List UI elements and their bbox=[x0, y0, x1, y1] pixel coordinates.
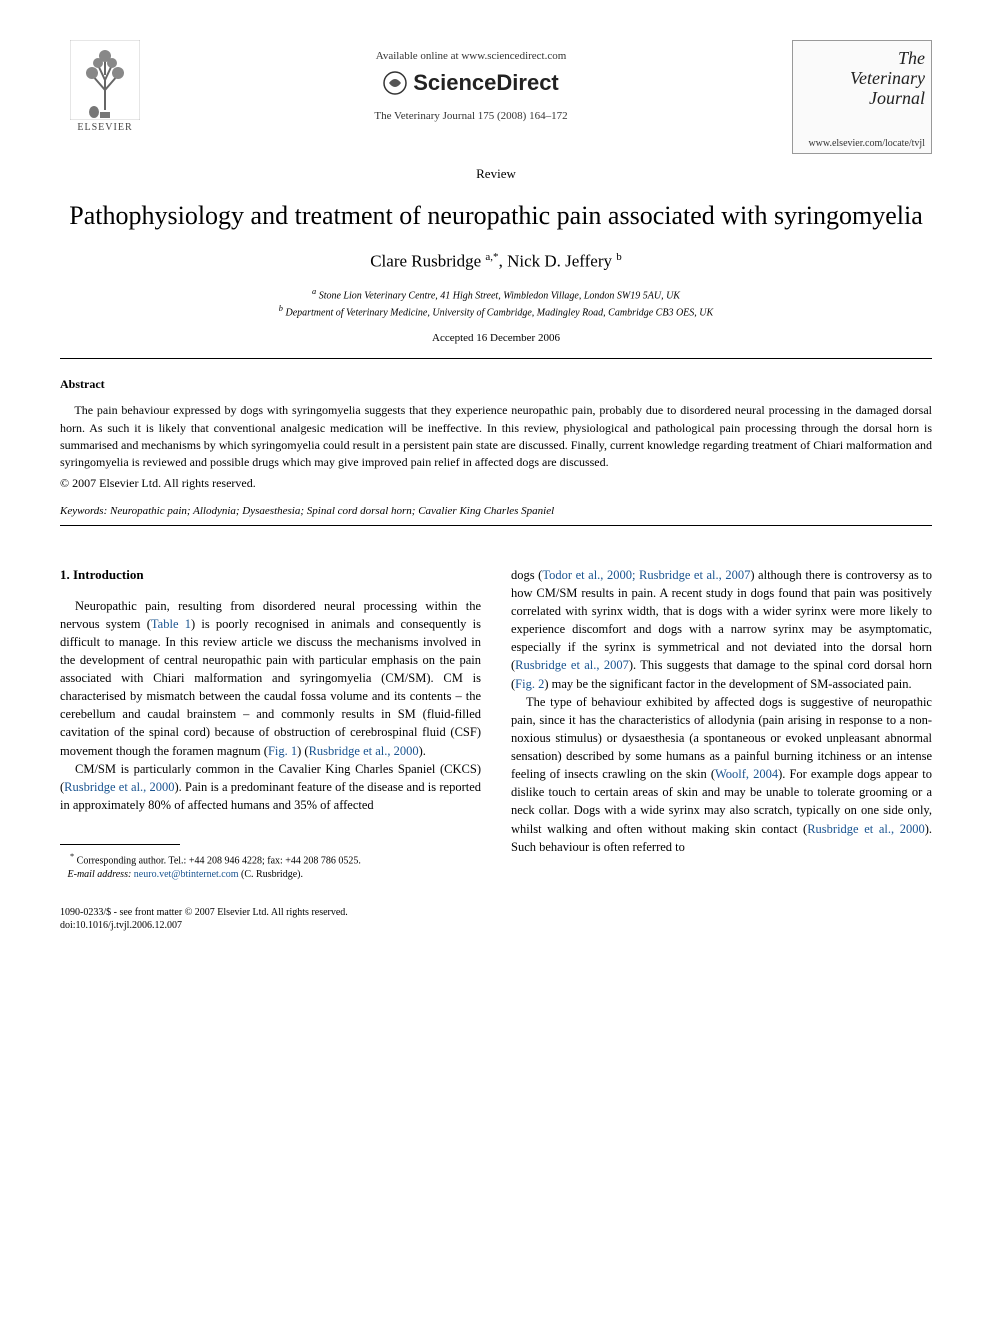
intro-paragraph-1: Neuropathic pain, resulting from disorde… bbox=[60, 597, 481, 760]
available-online-text: Available online at www.sciencedirect.co… bbox=[376, 50, 567, 62]
citation-table1[interactable]: Table 1 bbox=[151, 617, 191, 631]
article-type: Review bbox=[60, 166, 932, 182]
abstract-copyright: © 2007 Elsevier Ltd. All rights reserved… bbox=[60, 476, 932, 491]
sciencedirect-text: ScienceDirect bbox=[413, 70, 559, 96]
citation-woolf2004[interactable]: Woolf, 2004 bbox=[715, 767, 778, 781]
accepted-date: Accepted 16 December 2006 bbox=[60, 332, 932, 344]
sciencedirect-icon bbox=[383, 71, 407, 95]
elsevier-tree-logo bbox=[70, 40, 140, 120]
corresponding-author-footnote: * Corresponding author. Tel.: +44 208 94… bbox=[60, 851, 481, 882]
column-right: dogs (Todor et al., 2000; Rusbridge et a… bbox=[511, 566, 932, 883]
citation-fig1[interactable]: Fig. 1 bbox=[268, 744, 297, 758]
footer-metadata: 1090-0233/$ - see front matter © 2007 El… bbox=[60, 906, 932, 932]
affiliation-a: a Stone Lion Veterinary Centre, 41 High … bbox=[60, 286, 932, 303]
journal-title-line2: Veterinary Journal bbox=[850, 68, 925, 108]
elsevier-publisher-block: ELSEVIER bbox=[60, 40, 150, 133]
abstract-text: The pain behaviour expressed by dogs wit… bbox=[60, 402, 932, 472]
header: ELSEVIER Available online at www.science… bbox=[60, 40, 932, 154]
journal-title-line1: The bbox=[898, 48, 925, 68]
citation-fig2[interactable]: Fig. 2 bbox=[515, 677, 544, 691]
footnote-separator bbox=[60, 844, 180, 845]
journal-cover-block: The Veterinary Journal www.elsevier.com/… bbox=[792, 40, 932, 154]
author-email[interactable]: neuro.vet@btinternet.com bbox=[131, 869, 238, 880]
citation-rusbridge2007[interactable]: Rusbridge et al., 2007 bbox=[515, 658, 629, 672]
intro-paragraph-3: The type of behaviour exhibited by affec… bbox=[511, 693, 932, 856]
front-matter-line: 1090-0233/$ - see front matter © 2007 El… bbox=[60, 906, 932, 919]
journal-website: www.elsevier.com/locate/tvjl bbox=[808, 138, 925, 149]
intro-paragraph-2: CM/SM is particularly common in the Cava… bbox=[60, 760, 481, 814]
citation-rusbridge2000c[interactable]: Rusbridge et al., 2000 bbox=[807, 822, 925, 836]
citation-rusbridge2000[interactable]: Rusbridge et al., 2000 bbox=[309, 744, 419, 758]
elsevier-label: ELSEVIER bbox=[77, 122, 132, 133]
divider bbox=[60, 525, 932, 526]
affiliation-b: b Department of Veterinary Medicine, Uni… bbox=[60, 303, 932, 320]
authors: Clare Rusbridge a,*, Nick D. Jeffery b bbox=[60, 251, 932, 272]
journal-reference: The Veterinary Journal 175 (2008) 164–17… bbox=[374, 110, 567, 122]
email-label: E-mail address: bbox=[68, 869, 132, 880]
affiliations: a Stone Lion Veterinary Centre, 41 High … bbox=[60, 286, 932, 321]
keywords: Keywords: Neuropathic pain; Allodynia; D… bbox=[60, 505, 932, 517]
keywords-label: Keywords: bbox=[60, 505, 107, 517]
divider bbox=[60, 358, 932, 359]
intro-paragraph-2-cont: dogs (Todor et al., 2000; Rusbridge et a… bbox=[511, 566, 932, 693]
sciencedirect-logo: ScienceDirect bbox=[383, 70, 559, 96]
citation-todor-rusbridge[interactable]: Todor et al., 2000; Rusbridge et al., 20… bbox=[542, 568, 750, 582]
body-columns: 1. Introduction Neuropathic pain, result… bbox=[60, 566, 932, 883]
doi-line: doi:10.1016/j.tvjl.2006.12.007 bbox=[60, 919, 932, 932]
column-left: 1. Introduction Neuropathic pain, result… bbox=[60, 566, 481, 883]
section-1-heading: 1. Introduction bbox=[60, 566, 481, 585]
keywords-list: Neuropathic pain; Allodynia; Dysaesthesi… bbox=[107, 505, 554, 517]
journal-title: The Veterinary Journal bbox=[799, 49, 925, 108]
citation-rusbridge2000b[interactable]: Rusbridge et al., 2000 bbox=[64, 780, 174, 794]
header-center: Available online at www.sciencedirect.co… bbox=[150, 40, 792, 122]
abstract-heading: Abstract bbox=[60, 377, 932, 392]
article-title: Pathophysiology and treatment of neuropa… bbox=[60, 200, 932, 233]
